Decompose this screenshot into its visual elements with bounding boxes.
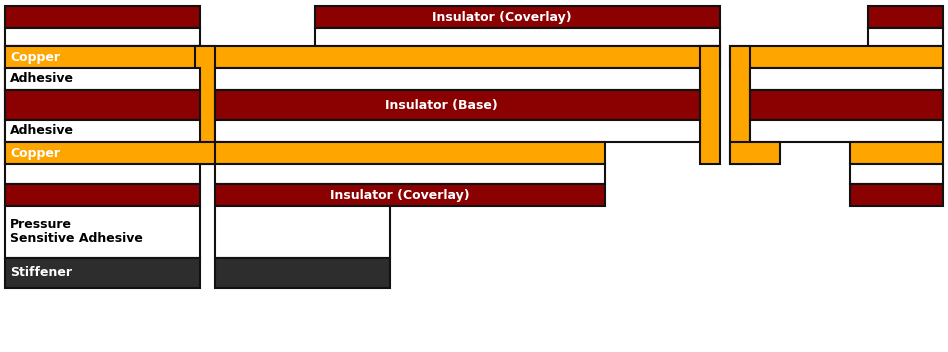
Text: Stiffener: Stiffener: [10, 266, 72, 279]
FancyBboxPatch shape: [5, 164, 200, 184]
FancyBboxPatch shape: [750, 68, 943, 90]
FancyBboxPatch shape: [5, 142, 220, 164]
FancyBboxPatch shape: [215, 142, 605, 164]
FancyBboxPatch shape: [215, 206, 390, 258]
Text: Copper: Copper: [10, 50, 60, 63]
FancyBboxPatch shape: [868, 28, 943, 46]
FancyBboxPatch shape: [850, 164, 943, 184]
Text: Adhesive: Adhesive: [10, 125, 74, 138]
FancyBboxPatch shape: [750, 120, 943, 142]
Text: Insulator (Base): Insulator (Base): [385, 99, 498, 112]
FancyBboxPatch shape: [5, 120, 200, 142]
FancyBboxPatch shape: [5, 90, 200, 120]
FancyBboxPatch shape: [195, 46, 215, 164]
FancyBboxPatch shape: [750, 90, 943, 120]
FancyBboxPatch shape: [5, 258, 200, 288]
FancyBboxPatch shape: [315, 28, 720, 46]
Text: Insulator (Coverlay): Insulator (Coverlay): [432, 11, 572, 24]
FancyBboxPatch shape: [700, 46, 720, 164]
FancyBboxPatch shape: [5, 46, 720, 68]
FancyBboxPatch shape: [5, 68, 200, 90]
FancyBboxPatch shape: [5, 46, 200, 164]
Text: Sensitive Adhesive: Sensitive Adhesive: [10, 232, 143, 245]
Text: Copper: Copper: [10, 146, 60, 159]
FancyBboxPatch shape: [730, 142, 780, 164]
FancyBboxPatch shape: [215, 164, 605, 184]
Text: Adhesive: Adhesive: [10, 73, 74, 86]
FancyBboxPatch shape: [5, 206, 200, 258]
FancyBboxPatch shape: [730, 46, 750, 164]
Text: Insulator (Coverlay): Insulator (Coverlay): [330, 189, 469, 201]
FancyBboxPatch shape: [850, 184, 943, 206]
FancyBboxPatch shape: [850, 142, 943, 164]
FancyBboxPatch shape: [868, 6, 943, 28]
FancyBboxPatch shape: [5, 6, 200, 28]
Text: Pressure: Pressure: [10, 218, 72, 231]
FancyBboxPatch shape: [215, 258, 390, 288]
FancyBboxPatch shape: [5, 28, 200, 46]
FancyBboxPatch shape: [315, 6, 720, 28]
FancyBboxPatch shape: [730, 46, 943, 68]
FancyBboxPatch shape: [5, 184, 200, 206]
FancyBboxPatch shape: [215, 90, 700, 120]
FancyBboxPatch shape: [215, 184, 605, 206]
FancyBboxPatch shape: [215, 68, 700, 90]
FancyBboxPatch shape: [215, 120, 700, 142]
